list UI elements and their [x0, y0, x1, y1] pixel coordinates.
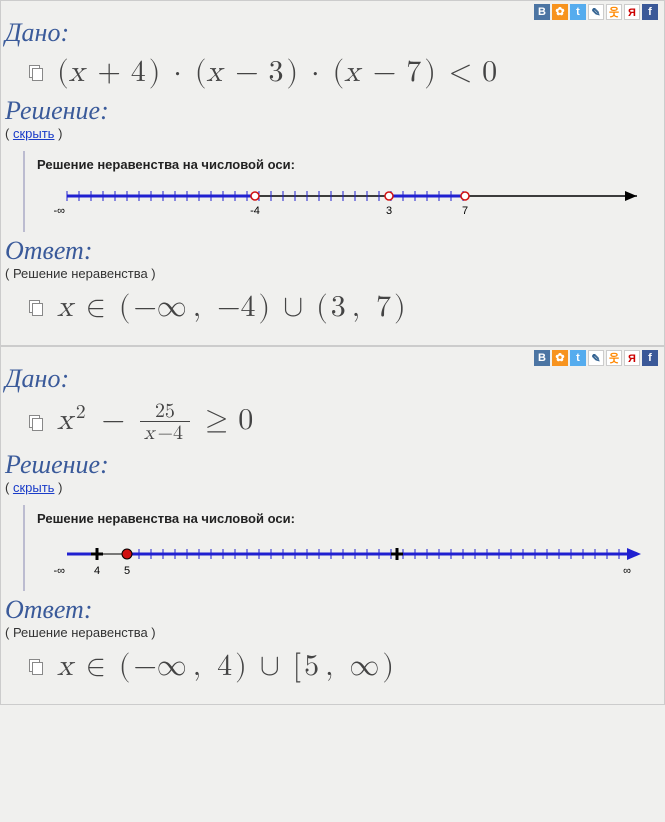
ya-icon[interactable]: Я	[624, 4, 640, 20]
axis-caption: Решение неравенства на числовой оси:	[37, 511, 664, 526]
number-line-2: 4 5 -∞ ∞	[37, 532, 647, 587]
twitter-icon[interactable]: t	[570, 350, 586, 366]
svg-text:-∞: -∞	[53, 205, 65, 217]
axis-caption: Решение неравенства на числовой оси:	[37, 157, 664, 172]
answer-formula-row: x ∈ (−∞, 4) ∪ [5, ∞)	[1, 640, 664, 692]
copy-icon[interactable]	[29, 659, 43, 673]
lj-icon[interactable]: ✎	[588, 350, 604, 366]
ok-icon[interactable]: ✿	[552, 4, 568, 20]
social-bar: B✿t✎웃Яf	[1, 347, 664, 366]
number-line-1: -4 3 7 -∞	[37, 178, 647, 228]
given-title: Дано:	[1, 366, 664, 392]
problem-1: B✿t✎웃Яf Дано: (x + 4) · (x − 3) · (x − 7…	[0, 0, 665, 346]
axis-box: Решение неравенства на числовой оси: -4 3…	[23, 151, 664, 232]
twitter-icon[interactable]: t	[570, 4, 586, 20]
axis-box: Решение неравенства на числовой оси: 4 5 -…	[23, 505, 664, 591]
answer-title: Ответ:	[1, 597, 664, 623]
hide-link[interactable]: скрыть	[13, 480, 55, 495]
svg-text:5: 5	[124, 565, 130, 577]
copy-icon[interactable]	[29, 415, 43, 429]
hide-note: ( скрыть )	[1, 126, 664, 141]
solution-title: Решение:	[1, 98, 664, 124]
svg-text:-4: -4	[250, 205, 260, 217]
solution-title: Решение:	[1, 452, 664, 478]
copy-icon[interactable]	[29, 300, 43, 314]
fb-icon[interactable]: f	[642, 350, 658, 366]
vk-icon[interactable]: B	[534, 350, 550, 366]
answer-formula: x ∈ (−∞, 4) ∪ [5, ∞)	[57, 648, 394, 684]
answer-formula: x ∈ (−∞, −4) ∪ (3, 7)	[57, 289, 406, 325]
vk-icon[interactable]: B	[534, 4, 550, 20]
mm-icon[interactable]: 웃	[606, 350, 622, 366]
svg-text:∞: ∞	[623, 565, 631, 577]
given-formula: (x + 4) · (x − 3) · (x − 7) < 0	[57, 54, 500, 90]
mm-icon[interactable]: 웃	[606, 4, 622, 20]
fb-icon[interactable]: f	[642, 4, 658, 20]
ok-icon[interactable]: ✿	[552, 350, 568, 366]
given-formula-row: (x + 4) · (x − 3) · (x − 7) < 0	[1, 46, 664, 98]
answer-note: ( Решение неравенства )	[1, 266, 664, 281]
problem-2: B✿t✎웃Яf Дано: x2 − 25x−4 ≥ 0 Решение: ( …	[0, 346, 665, 705]
given-title: Дано:	[1, 20, 664, 46]
hide-link[interactable]: скрыть	[13, 126, 55, 141]
svg-text:3: 3	[386, 205, 392, 217]
given-formula-row: x2 − 25x−4 ≥ 0	[1, 392, 664, 452]
hide-note: ( скрыть )	[1, 480, 664, 495]
copy-icon[interactable]	[29, 65, 43, 79]
answer-note: ( Решение неравенства )	[1, 625, 664, 640]
svg-text:-∞: -∞	[53, 565, 65, 577]
answer-formula-row: x ∈ (−∞, −4) ∪ (3, 7)	[1, 281, 664, 333]
given-formula: x2 − 25x−4 ≥ 0	[57, 400, 256, 444]
social-bar: B✿t✎웃Яf	[1, 1, 664, 20]
ya-icon[interactable]: Я	[624, 350, 640, 366]
svg-text:4: 4	[94, 565, 100, 577]
answer-title: Ответ:	[1, 238, 664, 264]
lj-icon[interactable]: ✎	[588, 4, 604, 20]
svg-text:7: 7	[462, 205, 468, 217]
